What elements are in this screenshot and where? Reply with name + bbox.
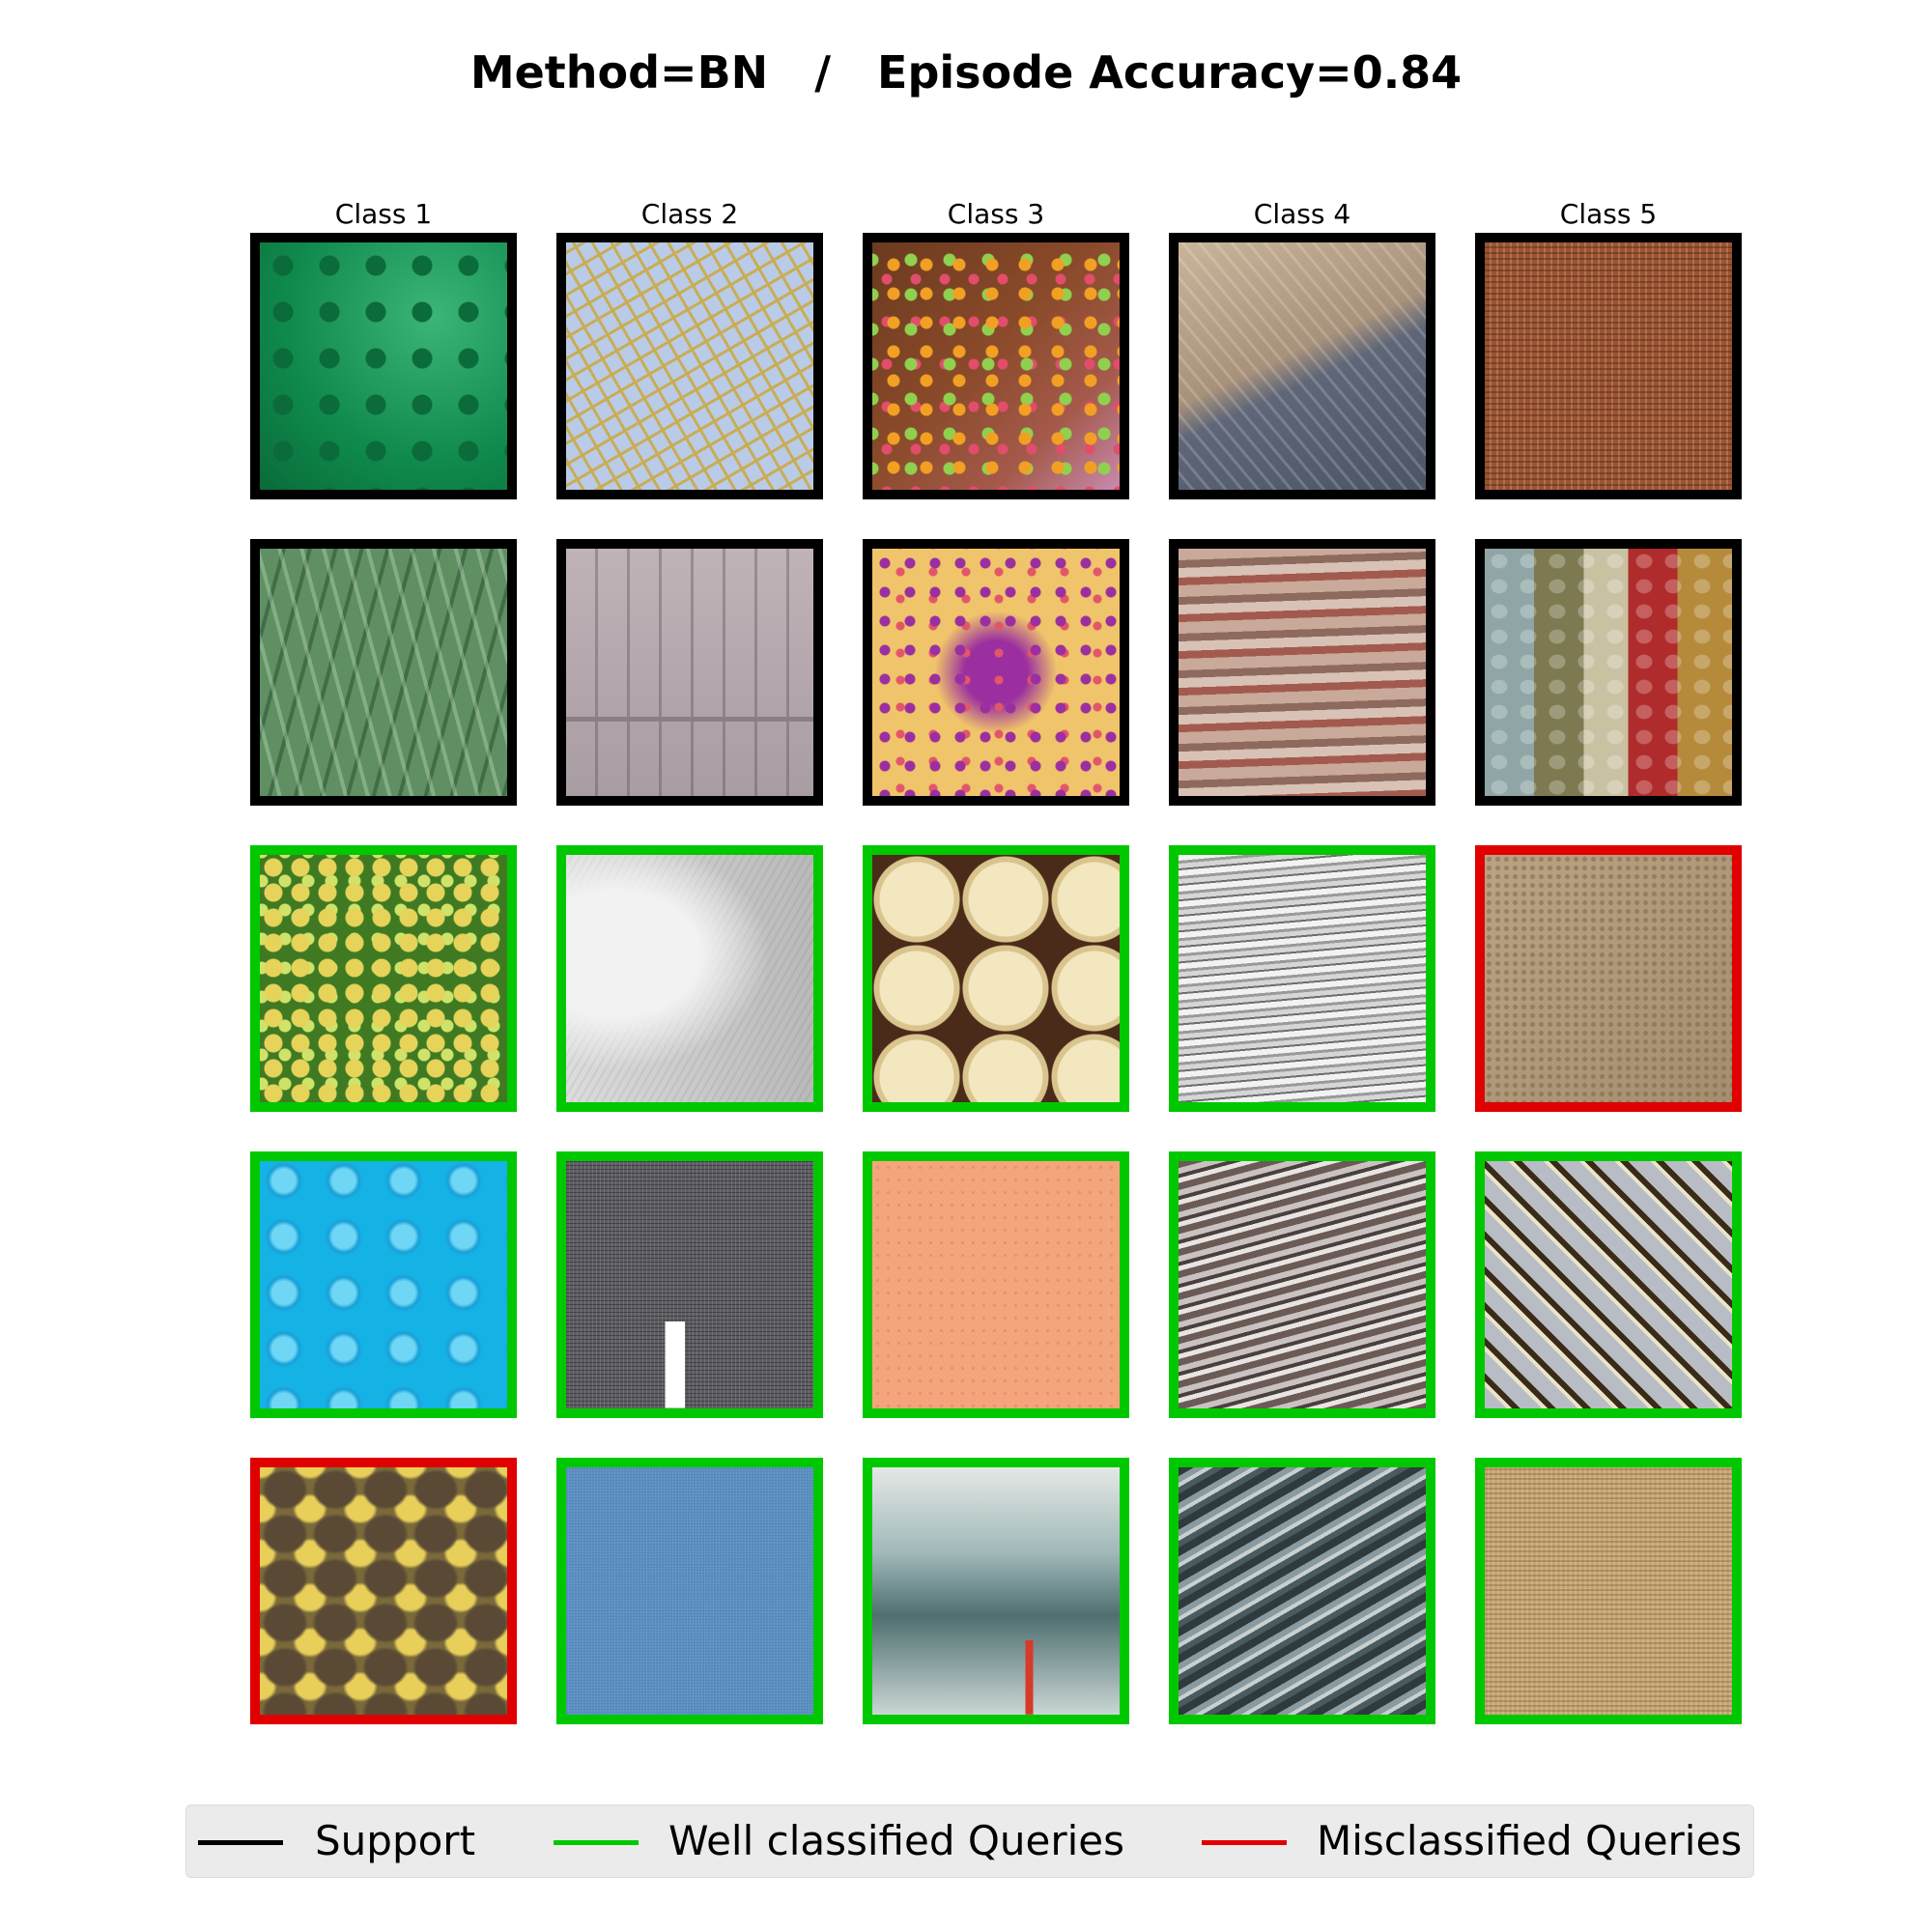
column-label-class-5: Class 5 bbox=[1559, 198, 1658, 230]
folded-rock-texture bbox=[1179, 1467, 1426, 1715]
weathered-rock-layers-texture bbox=[1179, 1161, 1426, 1408]
query-image-tile bbox=[1169, 1151, 1435, 1418]
figure-title: Method=BN / Episode Accuracy=0.84 bbox=[469, 46, 1463, 99]
gray-rock-strata-texture bbox=[1179, 855, 1426, 1102]
support-image-tile bbox=[556, 539, 823, 806]
tan-sponge-texture bbox=[1485, 855, 1732, 1102]
blue-fabric-texture bbox=[566, 1467, 813, 1715]
peach-stone-texture bbox=[872, 1161, 1120, 1408]
bumpy-gourd-texture bbox=[260, 855, 507, 1102]
woven-basket-texture bbox=[1485, 1161, 1732, 1408]
query-image-tile bbox=[250, 1151, 517, 1418]
colorful-knitted-texture bbox=[1485, 549, 1732, 796]
yellow-crosshatch-sketch-texture bbox=[566, 242, 813, 490]
query-image-tile bbox=[863, 1151, 1129, 1418]
query-image-tile bbox=[1475, 1151, 1742, 1418]
misclassified-legend-line bbox=[1202, 1840, 1287, 1845]
column-label-class-4: Class 4 bbox=[1253, 198, 1351, 230]
pencil-house-drawing-texture bbox=[566, 549, 813, 796]
query-image-tile bbox=[556, 845, 823, 1112]
brown-woven-fabric-texture bbox=[1485, 242, 1732, 490]
burlap-texture bbox=[1485, 1467, 1732, 1715]
support-legend-line bbox=[198, 1840, 283, 1845]
support-image-tile bbox=[1475, 539, 1742, 806]
query-image-tile bbox=[1169, 845, 1435, 1112]
query-image-tile bbox=[1475, 845, 1742, 1112]
column-label-class-1: Class 1 bbox=[334, 198, 433, 230]
green-dotted-ball-texture bbox=[260, 242, 507, 490]
plaid-trousers-texture bbox=[566, 1161, 813, 1408]
legend: Support Well classified Queries Misclass… bbox=[185, 1804, 1754, 1878]
query-image-tile bbox=[863, 1458, 1129, 1724]
support-image-tile bbox=[556, 233, 823, 499]
support-image-tile bbox=[1169, 539, 1435, 806]
desert-ridge-texture bbox=[1179, 242, 1426, 490]
well-classified-legend-line bbox=[554, 1840, 639, 1845]
street-painting-texture bbox=[872, 1467, 1120, 1715]
support-image-tile bbox=[250, 539, 517, 806]
query-image-tile bbox=[250, 1458, 517, 1724]
query-image-tile bbox=[250, 845, 517, 1112]
misclassified-legend-label: Misclassified Queries bbox=[1317, 1817, 1743, 1864]
column-label-class-2: Class 2 bbox=[640, 198, 739, 230]
query-image-tile bbox=[1169, 1458, 1435, 1724]
well-classified-legend-label: Well classified Queries bbox=[668, 1817, 1125, 1864]
support-image-tile bbox=[863, 539, 1129, 806]
query-image-tile bbox=[863, 845, 1129, 1112]
layered-sediment-texture bbox=[1179, 549, 1426, 796]
query-image-tile bbox=[556, 1151, 823, 1418]
query-image-tile bbox=[1475, 1458, 1742, 1724]
purple-paint-splatter-texture bbox=[872, 549, 1120, 796]
cupcakes-texture bbox=[872, 855, 1120, 1102]
blue-bumpy-texture bbox=[260, 1161, 507, 1408]
support-image-tile bbox=[1169, 233, 1435, 499]
kale-leaves-texture bbox=[260, 549, 507, 796]
sprinkled-donut-texture bbox=[872, 242, 1120, 490]
lumpy-rock-texture bbox=[260, 1467, 507, 1715]
support-image-tile bbox=[250, 233, 517, 499]
support-image-tile bbox=[863, 233, 1129, 499]
query-image-tile bbox=[556, 1458, 823, 1724]
support-legend-label: Support bbox=[315, 1817, 476, 1864]
support-image-tile bbox=[1475, 233, 1742, 499]
column-label-class-3: Class 3 bbox=[947, 198, 1045, 230]
pencil-portrait-texture bbox=[566, 855, 813, 1102]
